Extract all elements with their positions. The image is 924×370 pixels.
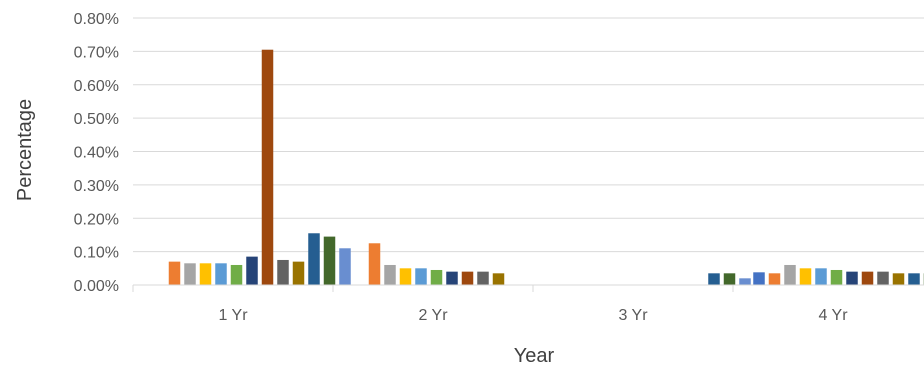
gridlines [133, 17, 924, 253]
bar [323, 236, 336, 285]
bar [399, 268, 412, 285]
bar [246, 256, 258, 285]
bar [861, 271, 874, 285]
bar [446, 271, 458, 285]
bar [277, 259, 289, 285]
bar [892, 273, 905, 285]
x-tick-label: 2 Yr [418, 307, 448, 324]
bar [415, 268, 427, 285]
bar [339, 248, 351, 285]
bar [215, 263, 227, 285]
bar [461, 271, 474, 285]
bar [261, 49, 274, 285]
bar [430, 269, 443, 285]
bar [723, 273, 736, 285]
bar [492, 273, 505, 285]
x-tick-label: 1 Yr [218, 307, 248, 324]
y-tick-label: 0.50% [74, 111, 119, 128]
bar [308, 233, 320, 285]
bar [846, 271, 858, 285]
x-axis-category-separators [132, 285, 734, 292]
bar [784, 264, 796, 285]
y-tick-label: 0.10% [74, 245, 119, 262]
x-axis-title: Year [514, 345, 555, 367]
bar [768, 273, 781, 285]
bar [168, 261, 181, 285]
bar [753, 272, 765, 285]
x-axis-ticks: 1 Yr 2 Yr 3 Yr 4 Yr [218, 307, 848, 324]
x-tick-label: 4 Yr [818, 307, 848, 324]
y-tick-label: 0.60% [74, 78, 119, 95]
bar [384, 264, 396, 285]
bar [292, 261, 305, 285]
bar [708, 273, 720, 285]
bar [184, 263, 196, 285]
y-tick-label: 0.70% [74, 44, 119, 61]
y-tick-label: 0.30% [74, 178, 119, 195]
bar [199, 263, 212, 285]
bar [908, 273, 920, 285]
y-tick-label: 0.40% [74, 145, 119, 162]
bar [477, 271, 489, 285]
y-tick-label: 0.00% [74, 278, 119, 295]
bar [230, 264, 243, 285]
bar [368, 243, 381, 285]
x-tick-label: 3 Yr [618, 307, 648, 324]
bar [877, 271, 889, 285]
y-axis-title: Percentage [14, 99, 36, 201]
bar [799, 268, 812, 285]
bars [168, 49, 924, 285]
y-tick-label: 0.20% [74, 211, 119, 228]
y-tick-label: 0.80% [74, 11, 119, 28]
bar [830, 269, 843, 285]
bar [739, 278, 751, 285]
y-axis-ticks: 0.00% 0.10% 0.20% 0.30% 0.40% 0.50% 0.60% 0.70%… [74, 11, 119, 295]
bar [815, 268, 827, 285]
